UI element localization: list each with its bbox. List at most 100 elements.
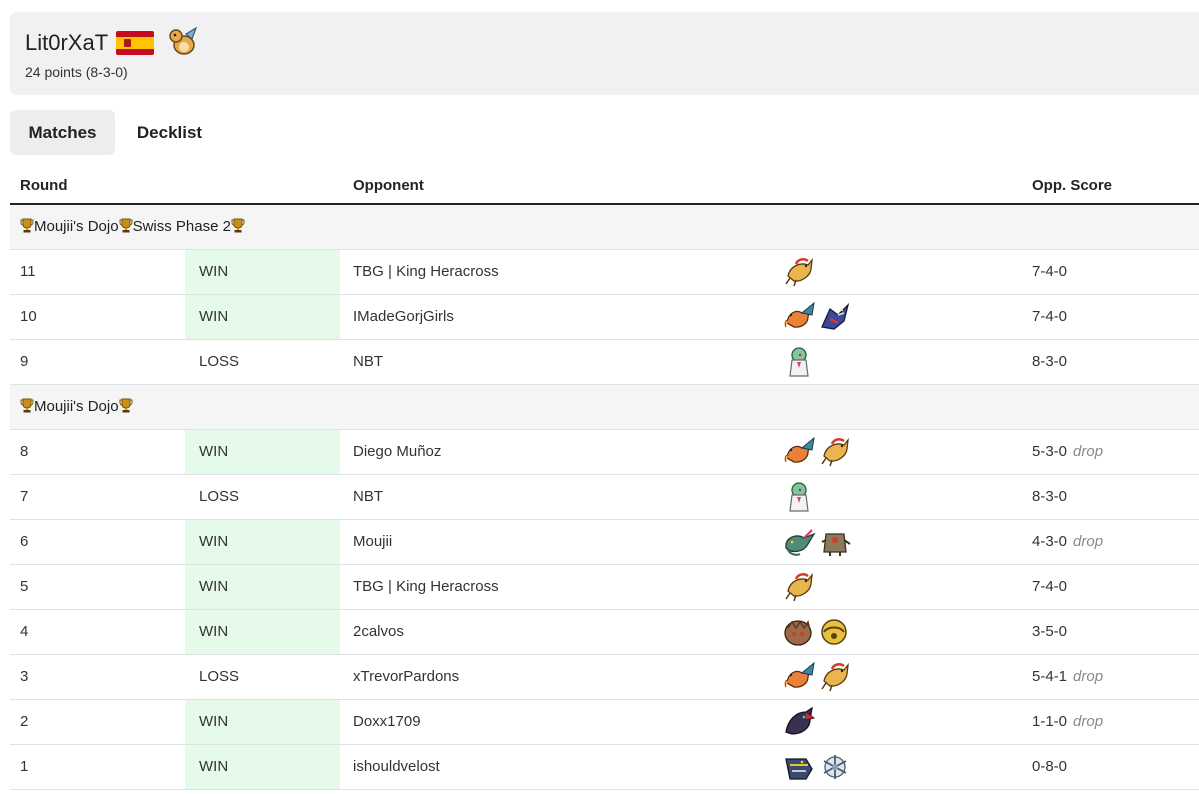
opp-score: 7-4-0 bbox=[1032, 295, 1067, 339]
gardevoir-sprite-icon bbox=[789, 482, 809, 512]
opponent-link[interactable]: xTrevorPardons bbox=[353, 668, 460, 685]
header-round: Round bbox=[20, 177, 68, 194]
pidgeot-sprite-icon bbox=[785, 572, 813, 602]
opp-score: 0-8-0 bbox=[1032, 745, 1067, 789]
opp-score-value: 5-3-0 bbox=[1032, 443, 1068, 460]
round-number: 8 bbox=[20, 443, 29, 460]
match-row: 9 LOSS NBT 8-3-0 bbox=[10, 340, 1199, 385]
opp-score: 5-3-0 drop bbox=[1032, 430, 1103, 474]
tab-matches[interactable]: Matches bbox=[10, 110, 115, 155]
section-title-part: Swiss Phase 2 bbox=[132, 218, 231, 235]
round-number: 4 bbox=[20, 623, 29, 640]
match-result: WIN bbox=[185, 250, 340, 294]
opp-score: 1-1-0 drop bbox=[1032, 700, 1103, 744]
match-result: WIN bbox=[185, 295, 340, 339]
terapagos-sprite-icon bbox=[784, 620, 812, 646]
archaludon-sprite-icon bbox=[785, 758, 813, 780]
trophy-icon bbox=[231, 218, 245, 233]
match-result: WIN bbox=[185, 565, 340, 609]
round-number: 5 bbox=[20, 578, 29, 595]
matches-table: Round Opponent Opp. Score Moujii's Dojo S… bbox=[10, 168, 1199, 790]
round-number: 3 bbox=[20, 668, 29, 685]
pidgeot-sprite-icon bbox=[785, 257, 813, 287]
drop-label: drop bbox=[1073, 443, 1104, 460]
opp-score-value: 8-3-0 bbox=[1032, 353, 1068, 370]
charizard-sprite-icon bbox=[784, 436, 815, 463]
opponent-link[interactable]: NBT bbox=[353, 353, 383, 370]
match-result: LOSS bbox=[199, 488, 240, 505]
opponent-link[interactable]: NBT bbox=[353, 488, 383, 505]
zoroark-sprite-icon bbox=[785, 706, 816, 735]
player-points: 24 points (8-3-0) bbox=[25, 64, 128, 80]
drop-label: drop bbox=[1073, 668, 1104, 685]
match-result: WIN bbox=[185, 520, 340, 564]
header-opp-score: Opp. Score bbox=[1032, 177, 1113, 194]
opp-score: 8-3-0 bbox=[1032, 475, 1067, 519]
opponent-link[interactable]: TBG | King Heracross bbox=[353, 263, 499, 280]
drop-label: drop bbox=[1073, 713, 1104, 730]
opponent-deck-icons bbox=[782, 751, 852, 783]
section-header-row: Moujii's Dojo Swiss Phase 2 bbox=[10, 205, 1199, 250]
opponent-link[interactable]: ishouldvelost bbox=[353, 758, 440, 775]
opponent-link[interactable]: 2calvos bbox=[353, 623, 404, 640]
opp-score-value: 4-3-0 bbox=[1032, 533, 1068, 550]
section-title: Moujii's Dojo bbox=[20, 398, 133, 415]
opp-score-value: 7-4-0 bbox=[1032, 578, 1068, 595]
opponent-deck-icons bbox=[782, 301, 852, 333]
match-row: 7 LOSS NBT 8-3-0 bbox=[10, 475, 1199, 520]
trophy-icon bbox=[119, 398, 133, 413]
opponent-link[interactable]: Doxx1709 bbox=[353, 713, 421, 730]
opponent-deck-icons bbox=[782, 436, 852, 468]
round-number: 1 bbox=[20, 758, 29, 775]
charizard-sprite-icon bbox=[784, 301, 815, 328]
opp-score-value: 1-1-0 bbox=[1032, 713, 1068, 730]
opp-score-value: 3-5-0 bbox=[1032, 623, 1068, 640]
match-row: 11 WIN TBG | King Heracross 7-4-0 bbox=[10, 250, 1199, 295]
round-number: 6 bbox=[20, 533, 29, 550]
drop-label: drop bbox=[1073, 533, 1104, 550]
dusknoir-sprite-icon bbox=[821, 533, 851, 556]
trophy-icon bbox=[20, 398, 34, 413]
opponent-link[interactable]: Diego Muñoz bbox=[353, 443, 442, 460]
pidgeot-sprite-icon bbox=[821, 662, 849, 692]
opp-score-value: 7-4-0 bbox=[1032, 263, 1068, 280]
snowflake-sprite-icon bbox=[823, 755, 847, 779]
gardevoir-sprite-icon bbox=[789, 347, 809, 377]
round-number: 11 bbox=[20, 263, 36, 280]
match-row: 2 WIN Doxx1709 1-1-0 drop bbox=[10, 700, 1199, 745]
match-result: LOSS bbox=[199, 353, 240, 370]
opponent-deck-icons bbox=[782, 481, 816, 513]
opp-score: 4-3-0 drop bbox=[1032, 520, 1103, 564]
table-body: Moujii's Dojo Swiss Phase 2 11 WIN TBG | Kin… bbox=[10, 205, 1199, 790]
opponent-link[interactable]: TBG | King Heracross bbox=[353, 578, 499, 595]
round-number: 7 bbox=[20, 488, 29, 505]
opponent-deck-icons bbox=[782, 526, 852, 558]
opponent-link[interactable]: Moujii bbox=[353, 533, 393, 550]
spain-flag-icon bbox=[116, 31, 154, 55]
match-row: 5 WIN TBG | King Heracross 7-4-0 bbox=[10, 565, 1199, 610]
section-header-row: Moujii's Dojo bbox=[10, 385, 1199, 430]
header-opponent: Opponent bbox=[353, 177, 424, 194]
table-header: Round Opponent Opp. Score bbox=[10, 168, 1199, 205]
match-row: 6 WIN Moujii 4-3-0 drop bbox=[10, 520, 1199, 565]
trophy-icon bbox=[119, 218, 133, 233]
pidgeot-sprite-icon bbox=[821, 437, 849, 467]
round-number: 2 bbox=[20, 713, 29, 730]
opp-score-value: 7-4-0 bbox=[1032, 308, 1068, 325]
opponent-deck-icons bbox=[782, 571, 816, 603]
opponent-link[interactable]: IMadeGorjGirls bbox=[353, 308, 454, 325]
match-result: LOSS bbox=[199, 668, 240, 685]
match-row: 3 LOSS xTrevorPardons 5-4-1 drop bbox=[10, 655, 1199, 700]
tab-decklist[interactable]: Decklist bbox=[136, 123, 203, 142]
match-row: 4 WIN 2calvos 3-5-0 bbox=[10, 610, 1199, 655]
section-title-part: Moujii's Dojo bbox=[34, 218, 119, 235]
match-row: 8 WIN Diego Muñoz 5-3-0 drop bbox=[10, 430, 1199, 475]
opp-score-value: 0-8-0 bbox=[1032, 758, 1068, 775]
match-result: WIN bbox=[185, 430, 340, 474]
opp-score: 7-4-0 bbox=[1032, 250, 1067, 294]
trophy-icon bbox=[20, 218, 34, 233]
match-result: WIN bbox=[185, 700, 340, 744]
ball-sprite-icon bbox=[821, 619, 847, 645]
opp-score-value: 5-4-1 bbox=[1032, 668, 1068, 685]
player-name: Lit0rXaT bbox=[25, 30, 109, 55]
